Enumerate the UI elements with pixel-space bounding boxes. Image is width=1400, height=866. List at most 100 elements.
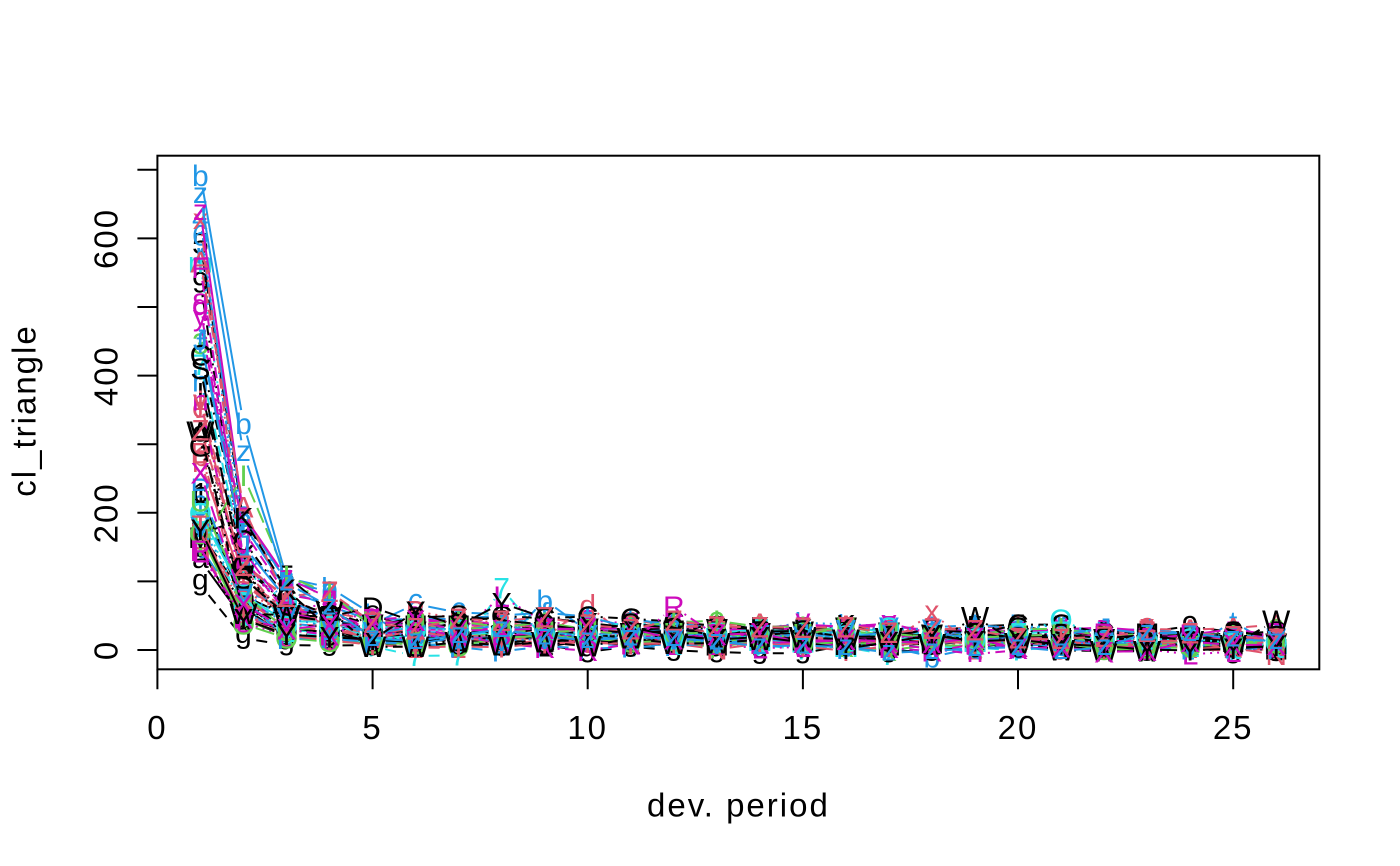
svg-text:7: 7 xyxy=(321,617,338,650)
svg-text:i: i xyxy=(713,607,720,640)
svg-text:8: 8 xyxy=(838,617,855,650)
svg-text:t: t xyxy=(670,610,679,643)
svg-text:9: 9 xyxy=(1053,626,1070,659)
svg-text:4: 4 xyxy=(838,621,855,654)
svg-text:t: t xyxy=(971,626,980,659)
svg-text:8: 8 xyxy=(1268,616,1285,649)
svg-text:l: l xyxy=(283,590,290,623)
svg-text:9: 9 xyxy=(407,607,424,640)
svg-text:0: 0 xyxy=(450,614,467,647)
svg-text:8: 8 xyxy=(881,615,898,648)
svg-text:d: d xyxy=(536,623,553,656)
svg-text:a: a xyxy=(1010,626,1027,659)
svg-text:5: 5 xyxy=(493,621,510,654)
svg-text:d: d xyxy=(450,616,467,649)
svg-text:4: 4 xyxy=(407,621,424,654)
svg-text:1: 1 xyxy=(579,623,596,656)
svg-text:1: 1 xyxy=(967,625,984,658)
svg-text:f: f xyxy=(713,612,722,645)
svg-text:w: w xyxy=(275,597,298,630)
svg-text:j: j xyxy=(196,386,204,419)
svg-text:4: 4 xyxy=(665,628,682,661)
svg-text:l: l xyxy=(800,615,807,648)
svg-text:r: r xyxy=(1271,622,1281,655)
svg-text:n: n xyxy=(967,636,984,669)
svg-text:5: 5 xyxy=(364,614,381,647)
svg-text:z: z xyxy=(580,622,595,655)
svg-text:f: f xyxy=(799,619,808,652)
svg-text:p: p xyxy=(622,613,639,646)
svg-text:1: 1 xyxy=(321,623,338,656)
svg-text:v: v xyxy=(580,615,595,648)
svg-text:9: 9 xyxy=(924,622,941,655)
svg-text:9: 9 xyxy=(967,621,984,654)
svg-text:q: q xyxy=(665,605,682,638)
svg-text:1: 1 xyxy=(665,618,682,651)
svg-text:v: v xyxy=(494,619,509,652)
svg-text:8: 8 xyxy=(795,620,812,653)
svg-text:l: l xyxy=(455,617,462,650)
svg-text:9: 9 xyxy=(665,618,682,651)
svg-text:m: m xyxy=(532,617,557,650)
svg-text:l: l xyxy=(972,610,979,643)
svg-text:i: i xyxy=(1230,627,1237,660)
svg-text:n: n xyxy=(536,628,553,661)
svg-text:a: a xyxy=(450,623,467,656)
svg-text:s: s xyxy=(408,621,423,654)
svg-text:g: g xyxy=(1010,621,1027,654)
svg-text:6: 6 xyxy=(1096,625,1113,658)
svg-text:0: 0 xyxy=(838,622,855,655)
svg-text:1: 1 xyxy=(1010,628,1027,661)
svg-text:a: a xyxy=(364,628,381,661)
svg-text:4: 4 xyxy=(1096,625,1113,658)
svg-text:9: 9 xyxy=(838,622,855,655)
svg-text:a: a xyxy=(751,621,768,654)
svg-text:0: 0 xyxy=(881,618,898,651)
svg-text:i: i xyxy=(972,625,979,658)
svg-text:4: 4 xyxy=(1182,624,1199,657)
svg-text:n: n xyxy=(665,624,682,657)
svg-text:u: u xyxy=(321,615,338,648)
svg-text:0: 0 xyxy=(751,613,768,646)
svg-text:3: 3 xyxy=(192,328,209,361)
svg-text:h: h xyxy=(1268,624,1285,657)
svg-text:6: 6 xyxy=(967,613,984,646)
svg-text:k: k xyxy=(580,620,596,653)
svg-text:a: a xyxy=(1225,627,1242,660)
svg-text:2: 2 xyxy=(321,620,338,653)
svg-text:e: e xyxy=(1182,621,1199,654)
svg-text:k: k xyxy=(924,630,940,663)
svg-text:g: g xyxy=(579,630,596,663)
svg-text:j: j xyxy=(1186,622,1194,655)
svg-text:b: b xyxy=(924,642,941,675)
svg-text:v: v xyxy=(881,618,896,651)
svg-text:6: 6 xyxy=(838,617,855,650)
svg-text:t: t xyxy=(411,629,420,662)
svg-text:o: o xyxy=(1225,626,1242,659)
svg-text:c: c xyxy=(1226,613,1241,646)
svg-text:3: 3 xyxy=(278,575,295,608)
svg-text:c: c xyxy=(1183,619,1198,652)
svg-text:m: m xyxy=(317,616,342,649)
svg-text:4: 4 xyxy=(278,585,295,618)
svg-text:h: h xyxy=(708,617,725,650)
svg-text:d: d xyxy=(407,620,424,653)
svg-text:t: t xyxy=(325,624,334,657)
svg-text:t: t xyxy=(928,624,937,657)
svg-text:j: j xyxy=(885,622,893,655)
svg-text:f: f xyxy=(885,616,894,649)
svg-text:m: m xyxy=(360,614,385,647)
svg-text:l: l xyxy=(713,617,720,650)
svg-text:3: 3 xyxy=(493,619,510,652)
svg-text:v: v xyxy=(709,613,724,646)
svg-text:1: 1 xyxy=(795,626,812,659)
svg-text:6: 6 xyxy=(536,613,553,646)
svg-text:2: 2 xyxy=(1010,629,1027,662)
svg-text:5: 5 xyxy=(881,618,898,651)
svg-text:n: n xyxy=(1182,625,1199,658)
svg-text:8: 8 xyxy=(536,609,553,642)
svg-text:g: g xyxy=(622,625,639,658)
svg-text:z: z xyxy=(623,619,638,652)
svg-text:k: k xyxy=(1097,634,1113,667)
svg-text:h: h xyxy=(579,614,596,647)
